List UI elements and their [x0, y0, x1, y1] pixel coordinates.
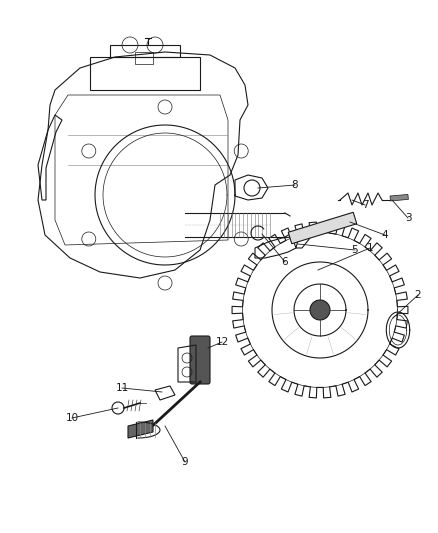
Text: 4: 4 [381, 230, 389, 240]
Text: 11: 11 [115, 383, 129, 393]
Text: 3: 3 [405, 213, 411, 223]
Text: 8: 8 [292, 180, 298, 190]
Circle shape [310, 300, 330, 320]
Text: 10: 10 [65, 413, 78, 423]
FancyBboxPatch shape [190, 336, 210, 384]
Text: 2: 2 [415, 290, 421, 300]
Text: 12: 12 [215, 337, 229, 347]
Polygon shape [128, 420, 153, 438]
Bar [135, 52, 153, 64]
Text: 1: 1 [367, 243, 373, 253]
Text: 6: 6 [282, 257, 288, 267]
Polygon shape [288, 212, 357, 244]
Text: 9: 9 [182, 457, 188, 467]
Text: 7: 7 [362, 200, 368, 210]
Text: 5: 5 [352, 245, 358, 255]
Bar [390, 195, 408, 201]
